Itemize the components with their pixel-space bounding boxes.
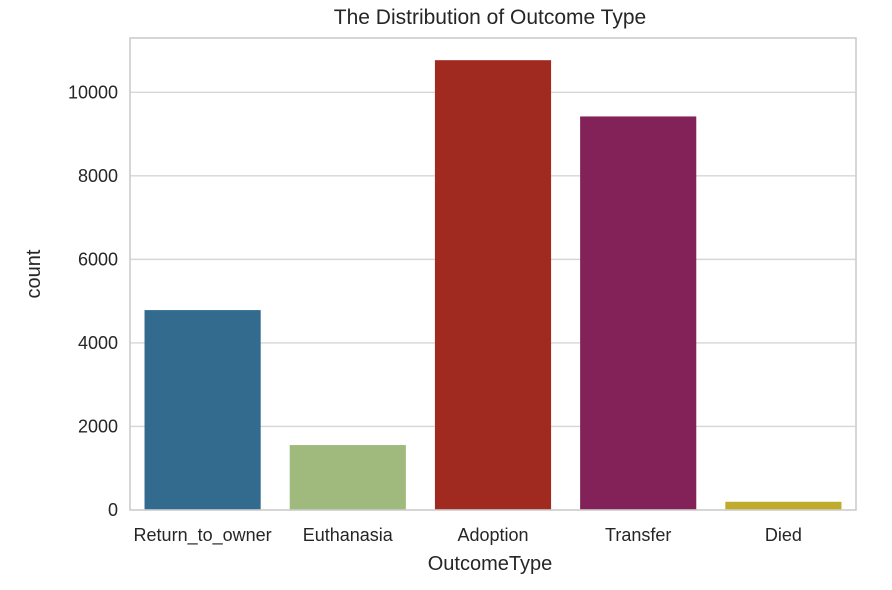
chart-title: The Distribution of Outcome Type <box>334 6 646 29</box>
bar-adoption <box>434 60 552 511</box>
bar-died <box>725 501 842 510</box>
bar-transfer <box>580 116 697 510</box>
bar-euthanasia <box>289 445 406 510</box>
x-tick-label-adoption: Adoption <box>457 525 528 545</box>
x-tick-label-euthanasia: Euthanasia <box>303 525 394 545</box>
x-tick-label-died: Died <box>765 525 802 545</box>
plot-frame <box>129 37 857 511</box>
y-tick-label-1: 2000 <box>78 416 118 436</box>
y-tick-label-5: 10000 <box>68 82 118 102</box>
y-tick-label-2: 4000 <box>78 333 118 353</box>
bars <box>144 60 842 511</box>
y-axis-label: count <box>23 249 45 298</box>
y-tick-label-3: 6000 <box>78 249 118 269</box>
x-tick-label-return-to-owner: Return_to_owner <box>134 525 272 546</box>
x-tick-labels: Return_to_owner Euthanasia Adoption Transfe… <box>134 525 802 546</box>
y-tick-label-4: 8000 <box>78 166 118 186</box>
y-tick-label-0: 0 <box>108 500 118 520</box>
x-tick-label-transfer: Transfer <box>605 525 671 545</box>
bar-return-to-owner <box>144 310 261 510</box>
x-axis-label: OutcomeType <box>428 553 553 575</box>
y-tick-labels: 0 2000 4000 6000 8000 10000 <box>68 82 118 520</box>
